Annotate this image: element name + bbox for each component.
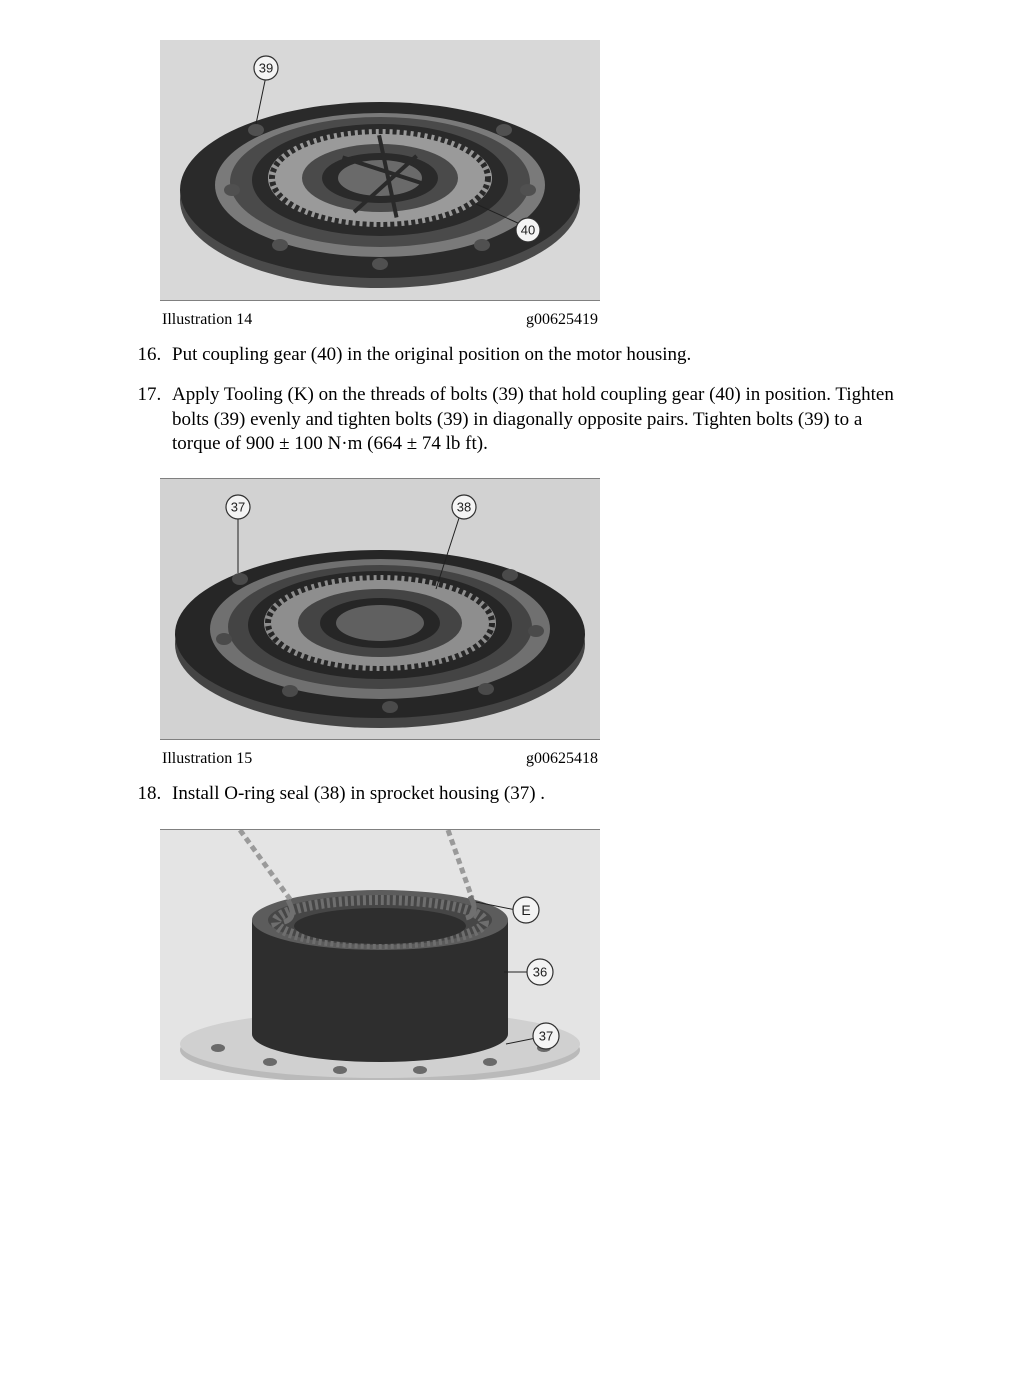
- callout-40: 40: [521, 223, 535, 238]
- callout-36: 36: [533, 964, 547, 979]
- illustration-15-image: 37 38: [160, 479, 600, 739]
- steps-list-a: Put coupling gear (40) in the original p…: [120, 343, 904, 456]
- step-17: Apply Tooling (K) on the threads of bolt…: [166, 383, 904, 456]
- figure-14-block: 39 40 Illustration 14 g00625419: [160, 40, 600, 335]
- illustration-15-id: g00625418: [526, 750, 598, 768]
- illustration-14-label: Illustration 14: [162, 311, 252, 329]
- callout-37: 37: [231, 500, 245, 515]
- steps-list-b: Install O-ring seal (38) in sprocket hou…: [120, 782, 904, 806]
- illustration-14-image: 39 40: [160, 40, 600, 300]
- figure-15-block: 37 38 Illustration 15 g00625418: [160, 478, 600, 774]
- illustration-14-id: g00625419: [526, 311, 598, 329]
- step-18: Install O-ring seal (38) in sprocket hou…: [166, 782, 904, 806]
- callout-38: 38: [457, 500, 471, 515]
- callout-E: E: [521, 902, 530, 918]
- step-16: Put coupling gear (40) in the original p…: [166, 343, 904, 367]
- illustration-15-label: Illustration 15: [162, 750, 252, 768]
- callout-37b: 37: [539, 1028, 553, 1043]
- figure-16-block: E 36 37: [160, 829, 600, 1080]
- callout-39: 39: [259, 61, 273, 76]
- illustration-16-image: E 36 37: [160, 830, 600, 1080]
